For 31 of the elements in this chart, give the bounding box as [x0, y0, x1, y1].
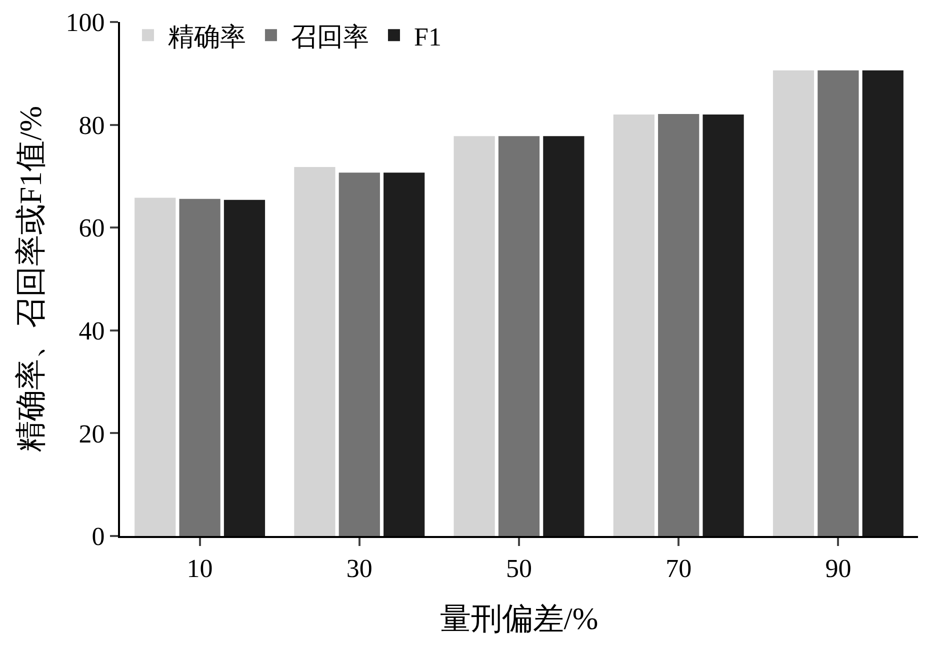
y-tick-label: 100: [66, 8, 105, 38]
bar: [338, 172, 380, 536]
x-axis-title: 量刑偏差/%: [440, 600, 598, 636]
y-tick-label: 80: [78, 110, 105, 140]
bar: [818, 70, 859, 536]
legend-label: 召回率: [290, 22, 369, 52]
bar: [134, 198, 176, 536]
legend-label: F1: [414, 22, 442, 52]
legend-label: 精确率: [168, 22, 246, 52]
x-tick-label: 50: [506, 554, 532, 584]
bar: [224, 200, 266, 536]
bar: [384, 172, 425, 536]
bar: [862, 70, 904, 536]
y-tick-label: 60: [78, 214, 105, 243]
y-tick-label: 0: [92, 522, 105, 552]
x-tick-label: 10: [186, 554, 213, 584]
x-tick-label: 90: [825, 554, 852, 584]
bar: [498, 136, 540, 536]
x-tick-label: 30: [346, 554, 372, 584]
bar: [702, 114, 744, 536]
bar: [613, 114, 654, 536]
y-tick-label: 40: [78, 316, 105, 346]
bar: [543, 136, 584, 536]
bar: [658, 114, 700, 536]
bar: [454, 136, 495, 536]
y-axis-title: 精确率、召回率或F1值/%: [12, 106, 48, 452]
y-tick-label: 20: [78, 419, 105, 448]
bar: [772, 70, 814, 536]
bar: [294, 166, 336, 536]
bar: [179, 198, 220, 536]
x-tick-label: 70: [666, 554, 692, 584]
